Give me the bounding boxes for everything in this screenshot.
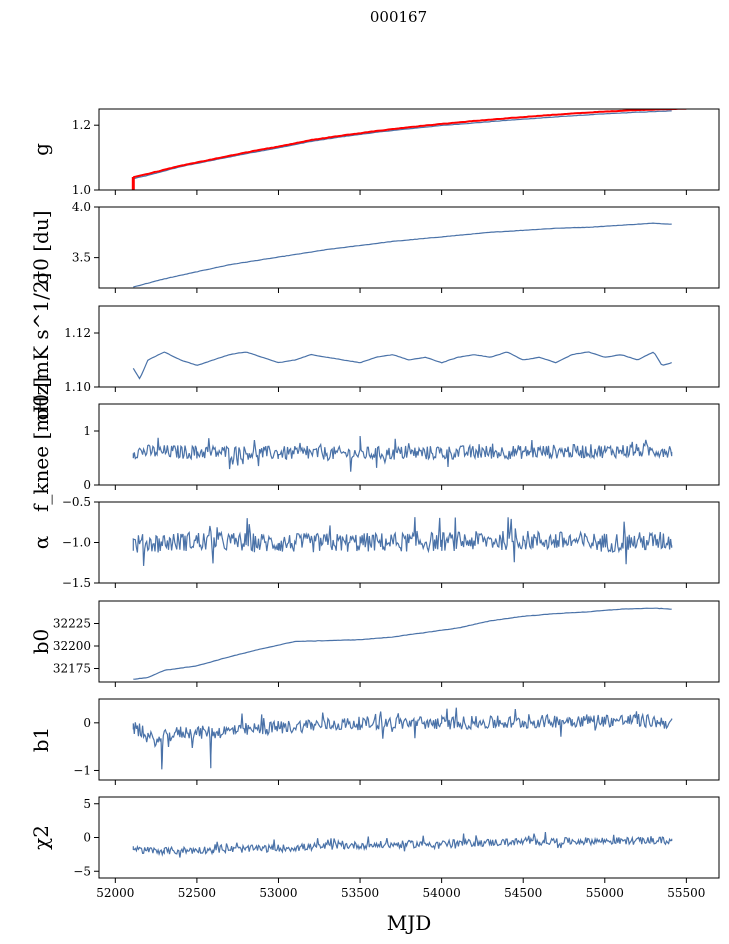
series-line-g-1 [133, 109, 687, 179]
x-tick-label: 52500 [178, 886, 216, 900]
x-tick-label: 54000 [423, 886, 461, 900]
axes-frame [98, 206, 720, 289]
y-tick-label: 1.10 [64, 380, 91, 394]
y-axis-label-sigma0-du: σ0 [du] [29, 210, 53, 284]
series-line-sigma0-du-0 [133, 222, 672, 288]
y-tick-label: 0 [83, 716, 91, 730]
panel-b1: −1 0 b1 [29, 698, 720, 785]
x-tick-label: 53000 [259, 886, 297, 900]
y-tick-label: 3.5 [72, 251, 91, 265]
axes-frame [98, 305, 720, 388]
x-tick-label: 52000 [96, 886, 134, 900]
figure-title: 000167 [369, 8, 428, 26]
y-tick-label: −5 [73, 864, 91, 878]
series-line-alpha-0 [132, 517, 673, 566]
x-tick-label: 54500 [504, 886, 542, 900]
axes-frame [98, 796, 720, 879]
y-tick-label: 1.2 [72, 118, 91, 132]
x-axis-label: MJD [387, 911, 432, 935]
y-tick-label: 1.0 [72, 183, 91, 197]
y-tick-label: 1.12 [64, 326, 91, 340]
y-tick-label: 32175 [53, 662, 91, 676]
y-tick-label: −1 [73, 763, 91, 777]
y-axis-label-chi2: χ2 [29, 825, 53, 850]
y-tick-label: 4.0 [72, 200, 91, 214]
series-line-chi2-0 [132, 832, 673, 858]
y-tick-label: 0 [83, 478, 91, 492]
x-tick-label: 55500 [667, 886, 705, 900]
series-line-b1-0 [132, 707, 673, 770]
x-tick-label: 55000 [586, 886, 624, 900]
panel-chi2: −5 0 5 52000 52500 53000 53500 54000 54500 55000 5… [29, 796, 720, 900]
y-tick-label: 32200 [53, 639, 91, 653]
y-tick-label: −1.5 [62, 576, 91, 590]
y-axis-label-b0: b0 [29, 629, 53, 655]
panel-sigma0-mk: 1.10 1.12 σ0 [mK s^1/2] [29, 273, 720, 421]
series-line-sigma0-mk-0 [132, 351, 672, 380]
panel-sigma0-du: 3.5 4.0 σ0 [du] [29, 200, 720, 293]
y-axis-label-g: g [29, 143, 53, 156]
y-tick-label: 32225 [53, 617, 91, 631]
axes-frame [98, 698, 720, 781]
y-tick-label: 1 [83, 424, 91, 438]
series-line-g-0 [133, 110, 672, 180]
axes-frame [98, 600, 720, 683]
y-tick-label: −0.5 [62, 495, 91, 509]
series-line-fknee-0 [132, 435, 673, 472]
axes-frame [98, 403, 720, 486]
y-axis-label-sigma0-mk: σ0 [mK s^1/2] [29, 273, 53, 421]
panel-g: 1.0 1.2 g [29, 108, 720, 197]
y-axis-label-alpha: α [29, 536, 53, 550]
panel-alpha: −1.5 −1.0 −0.5 α [29, 495, 720, 590]
x-tick-label: 53500 [341, 886, 379, 900]
panel-fknee: 0 1 f_knee [mHz] [29, 377, 720, 512]
y-tick-label: −1.0 [62, 536, 91, 550]
y-axis-label-b1: b1 [29, 727, 53, 753]
y-tick-label: 0 [83, 831, 91, 845]
axes-frame [98, 108, 720, 191]
subplot-stack: 1.0 1.2 g 3.5 4.0 σ0 [du] 1.10 1.12 σ0 [mK s^1/2… [29, 108, 720, 935]
y-tick-label: 5 [83, 797, 91, 811]
y-axis-label-fknee: f_knee [mHz] [29, 377, 53, 512]
series-line-b0-0 [133, 607, 672, 680]
